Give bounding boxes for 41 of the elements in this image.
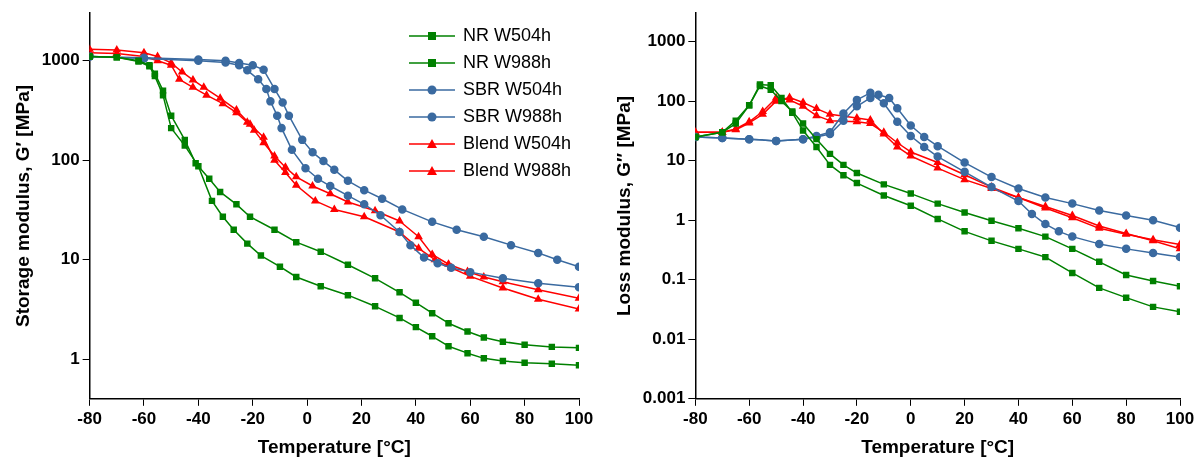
x-tick-label: -80 <box>77 408 102 428</box>
y-tick-label: 100 <box>51 149 80 169</box>
x-tick-label: 20 <box>955 408 975 428</box>
x-axis-title: Temperature [°C] <box>257 435 411 457</box>
legend-label: Blend W988h <box>462 160 571 181</box>
x-tick-label: -60 <box>131 408 157 428</box>
legend-label: SBR W504h <box>462 79 562 100</box>
y-tick-label: 1000 <box>647 31 686 51</box>
y-tick-label: 100 <box>656 90 686 110</box>
x-tick-label: 100 <box>564 408 594 428</box>
legend-label: Blend W504h <box>462 133 571 154</box>
x-tick-label: 0 <box>906 408 916 428</box>
legend-label: NR W988h <box>462 52 551 73</box>
y-tick-label: 1 <box>70 348 80 368</box>
y-tick-label: 10 <box>666 150 686 170</box>
x-tick-label: 0 <box>302 408 312 428</box>
x-tick-label: 80 <box>515 408 535 428</box>
legend-label: NR W504h <box>462 25 551 46</box>
x-tick-label: -60 <box>736 408 762 428</box>
y-axis-title: Storage modulus, G′ [MPa] <box>11 84 33 328</box>
x-tick-label: 40 <box>1008 408 1028 428</box>
y-axis-title: Loss modulus, G″ [MPa] <box>612 95 634 317</box>
y-tick-label: 0.01 <box>652 328 686 348</box>
x-tick-label: -40 <box>790 408 816 428</box>
x-tick-label: 60 <box>460 408 480 428</box>
x-axis-title: Temperature [°C] <box>861 435 1015 457</box>
x-tick-label: 100 <box>1165 408 1195 428</box>
y-tick-label: 10 <box>60 249 80 269</box>
x-tick-label: 40 <box>406 408 426 428</box>
x-tick-label: 60 <box>1062 408 1082 428</box>
x-tick-label: -20 <box>844 408 870 428</box>
x-tick-label: 80 <box>1116 408 1136 428</box>
x-tick-label: -20 <box>240 408 266 428</box>
y-tick-label: 0.001 <box>642 388 686 408</box>
legend-label: SBR W988h <box>462 106 562 127</box>
y-tick-label: 1 <box>675 209 686 229</box>
x-tick-label: -40 <box>186 408 211 428</box>
y-tick-label: 0.1 <box>661 269 686 289</box>
x-tick-label: 20 <box>352 408 371 428</box>
y-tick-label: 1000 <box>41 50 80 70</box>
x-tick-label: -80 <box>683 408 708 428</box>
